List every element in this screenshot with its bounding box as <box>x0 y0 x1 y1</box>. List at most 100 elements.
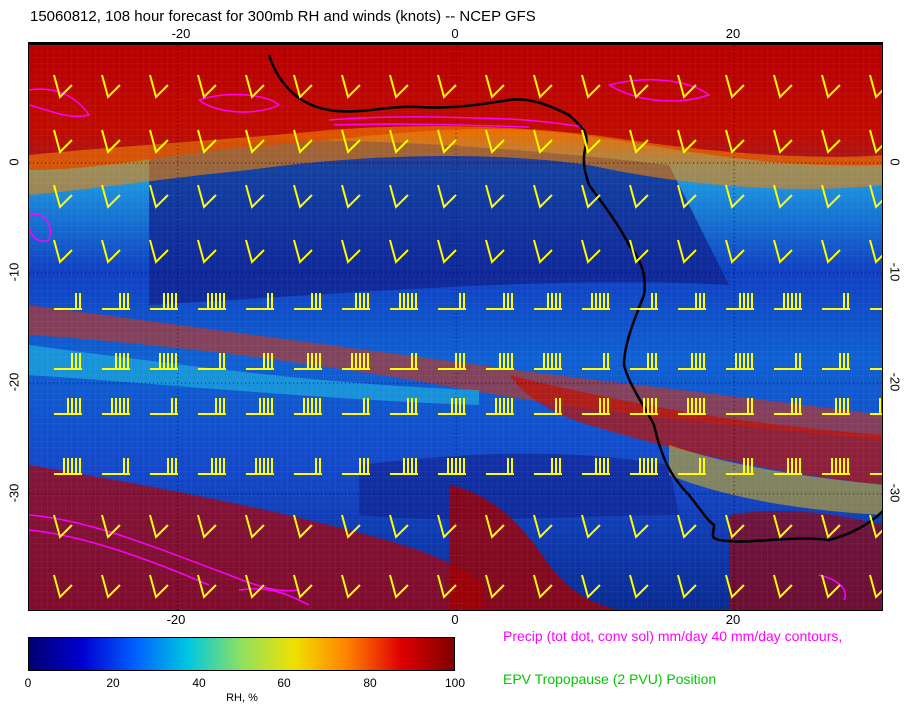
wind-barb <box>677 239 697 264</box>
wind-barb <box>437 574 457 599</box>
wind-barb <box>630 398 658 415</box>
wind-barb <box>629 184 649 209</box>
wind-barb <box>53 574 73 599</box>
colorbar-tick: 60 <box>277 676 291 690</box>
wind-barb <box>486 293 514 310</box>
wind-barb <box>150 293 178 310</box>
wind-barb <box>677 129 697 154</box>
wind-barb <box>485 184 505 209</box>
wind-barb <box>101 184 121 209</box>
wind-barb <box>101 239 121 264</box>
wind-barbs <box>53 74 882 599</box>
wind-barb <box>678 293 706 310</box>
wind-barb <box>821 129 841 154</box>
wind-barb <box>773 74 793 99</box>
wind-barb <box>341 574 361 599</box>
wind-barb <box>293 239 313 264</box>
wind-barb <box>677 514 697 539</box>
wind-barb <box>389 74 409 99</box>
wind-barb <box>293 74 313 99</box>
lon-tick-bottom: 0 <box>451 612 459 627</box>
wind-barb <box>293 129 313 154</box>
wind-barb <box>822 353 850 370</box>
wind-barb <box>149 129 169 154</box>
wind-barb <box>678 398 706 415</box>
lon-tick-top: 20 <box>725 26 741 41</box>
wind-barb <box>293 184 313 209</box>
wind-barb <box>726 353 754 370</box>
wind-barb <box>437 514 457 539</box>
wind-barb <box>869 129 882 154</box>
colorbar-tick: 100 <box>444 676 466 690</box>
map-title: 15060812, 108 hour forecast for 300mb RH… <box>30 8 536 25</box>
wind-barb <box>534 458 562 475</box>
wind-barb <box>294 398 322 415</box>
lat-tick-left: -30 <box>6 483 22 503</box>
fine-grid <box>29 45 882 610</box>
wind-barb <box>54 458 82 475</box>
wind-barb <box>581 184 601 209</box>
colorbar-tick: 80 <box>363 676 377 690</box>
wind-barb <box>293 514 313 539</box>
wind-barb <box>773 514 793 539</box>
lon-tick-bottom: -20 <box>166 612 186 627</box>
wind-barb <box>581 74 601 99</box>
wind-barb <box>869 574 882 599</box>
wind-barb <box>293 574 313 599</box>
wind-barb <box>869 514 882 539</box>
wind-barb <box>197 574 217 599</box>
colorbar-label: RH, % <box>226 692 258 704</box>
wind-barb <box>822 398 850 415</box>
rh-colorbar <box>28 637 455 671</box>
wind-barb <box>630 353 658 370</box>
wind-barb <box>438 293 466 310</box>
lat-tick-right: -10 <box>887 262 903 282</box>
wind-barb <box>389 239 409 264</box>
wind-barb <box>486 458 514 475</box>
wind-barb <box>485 514 505 539</box>
wind-barb <box>245 514 265 539</box>
wind-barb <box>821 239 841 264</box>
wind-barb <box>342 353 370 370</box>
wind-barb <box>822 293 850 310</box>
precip-contours <box>29 79 846 606</box>
wind-barb <box>198 458 226 475</box>
wind-barb <box>629 514 649 539</box>
wind-barb <box>341 129 361 154</box>
wind-barb <box>294 353 322 370</box>
map-svg <box>29 45 882 610</box>
wind-barb <box>341 74 361 99</box>
wind-barb <box>581 514 601 539</box>
wind-barb <box>677 574 697 599</box>
wind-barb <box>582 458 610 475</box>
wind-barb <box>677 184 697 209</box>
wind-barb <box>485 129 505 154</box>
wind-barb <box>197 129 217 154</box>
wind-barb <box>533 184 553 209</box>
precip-legend: Precip (tot dot, conv sol) mm/day 40 mm/… <box>503 628 843 644</box>
wind-barb <box>774 293 802 310</box>
lon-tick-top: 0 <box>451 26 459 41</box>
wind-barb <box>246 353 274 370</box>
lat-tick-right: 0 <box>887 158 903 166</box>
wind-barb <box>149 514 169 539</box>
wind-barb <box>678 353 706 370</box>
wind-barb <box>870 473 882 475</box>
wind-barb <box>390 353 418 370</box>
wind-barb <box>726 458 754 475</box>
wind-barb <box>821 74 841 99</box>
wind-barb <box>149 574 169 599</box>
wind-barb <box>773 574 793 599</box>
wind-barb <box>582 293 610 310</box>
wind-barb <box>629 129 649 154</box>
wind-barb <box>725 574 745 599</box>
wind-barb <box>774 353 802 370</box>
wind-barb <box>342 398 370 415</box>
wind-barb <box>437 184 457 209</box>
wind-barb <box>725 184 745 209</box>
wind-barb <box>53 514 73 539</box>
colorbar-tick: 40 <box>192 676 206 690</box>
wind-barb <box>437 129 457 154</box>
wind-barb <box>149 239 169 264</box>
wind-barb <box>773 184 793 209</box>
